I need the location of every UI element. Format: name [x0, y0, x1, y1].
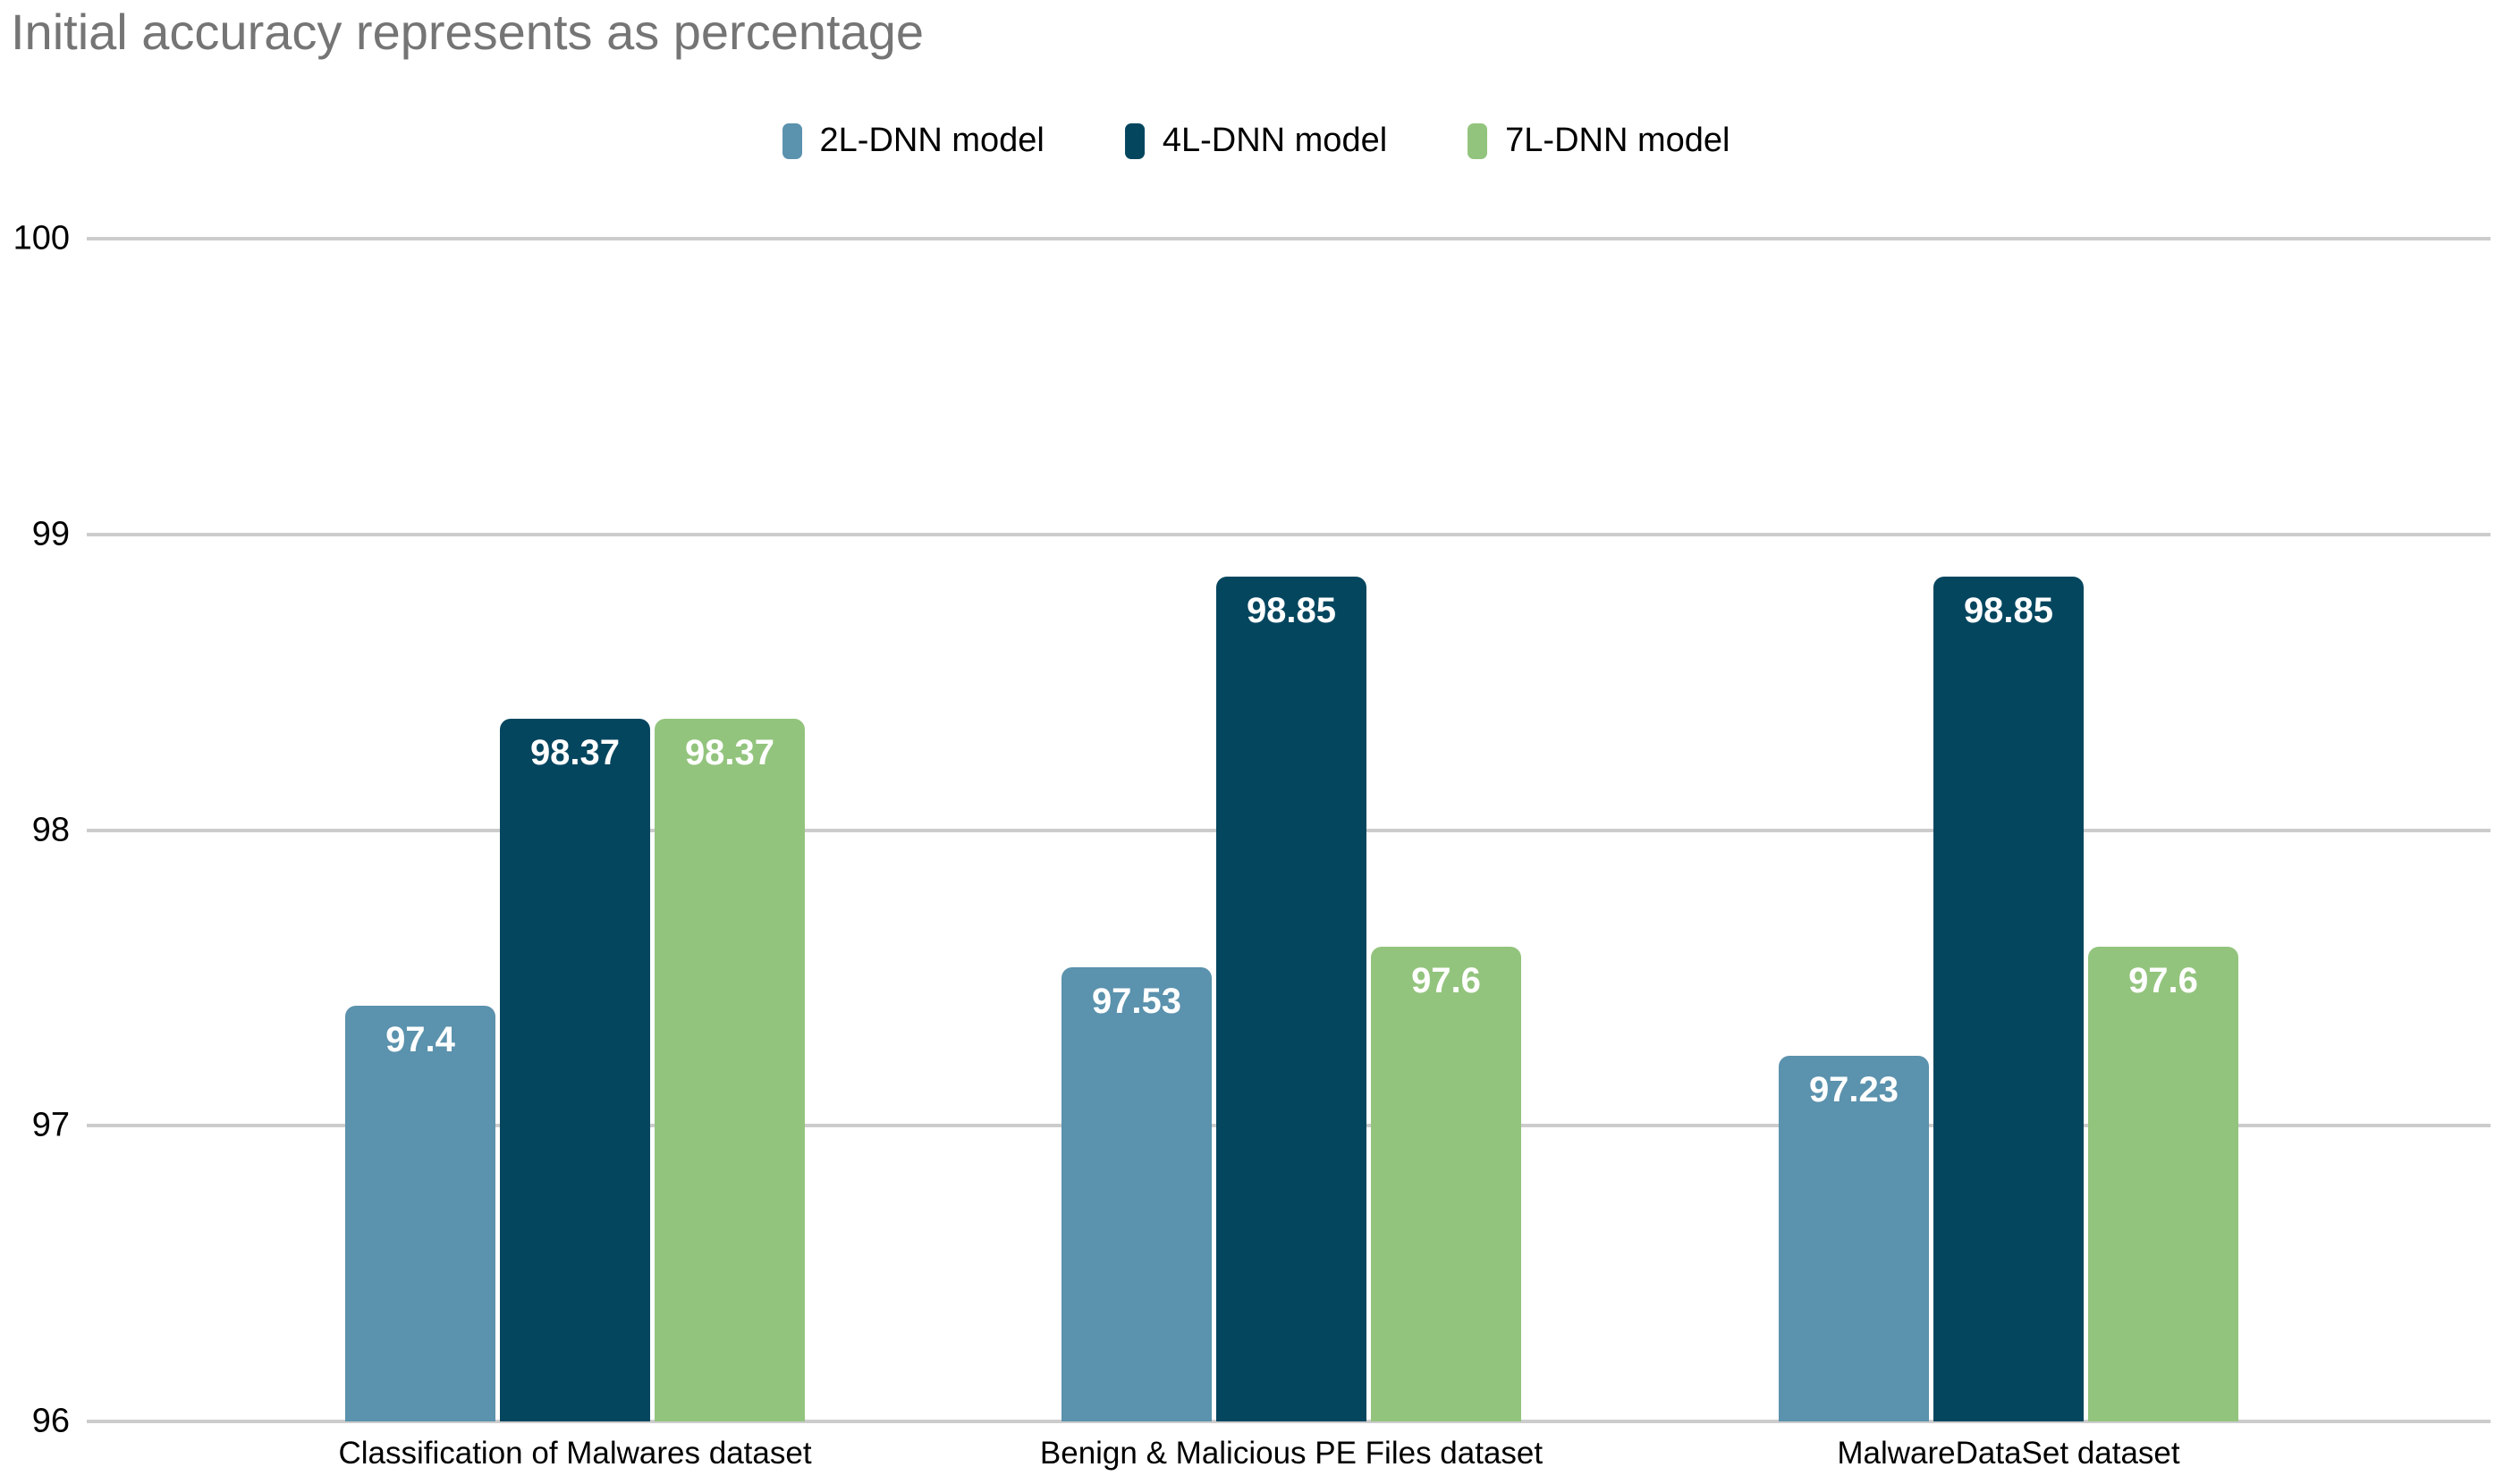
bar-group: 97.4 98.37 98.37 [345, 719, 805, 1421]
bar-value-label: 97.6 [2128, 960, 2198, 1000]
chart-legend: 2L-DNN model 4L-DNN model 7L-DNN model [782, 122, 1730, 160]
gridline-99 [87, 532, 2491, 536]
legend-label: 4L-DNN model [1162, 122, 1388, 159]
legend-swatch-icon [1467, 122, 1488, 159]
plot-area: 97.4 98.37 98.37 97.53 98.85 97.6 97.23 98.85 97… [87, 237, 2491, 1423]
legend-item-7l-dnn[interactable]: 7L-DNN model [1467, 122, 1730, 160]
legend-item-2l-dnn[interactable]: 2L-DNN model [782, 122, 1045, 160]
gridline-100 [87, 237, 2491, 240]
legend-label: 2L-DNN model [819, 122, 1045, 159]
bar-2l-dnn-1[interactable]: 97.4 [345, 1005, 495, 1421]
x-category-label: Classification of Malwares dataset [338, 1436, 812, 1471]
bar-value-label: 98.85 [1963, 591, 2054, 631]
bar-7l-dnn-2[interactable]: 97.6 [1371, 946, 1521, 1421]
legend-swatch-icon [782, 122, 802, 159]
legend-item-4l-dnn[interactable]: 4L-DNN model [1124, 122, 1388, 160]
bar-value-label: 97.53 [1091, 981, 1182, 1021]
x-category-label: Benign & Malicious PE Files dataset [1039, 1436, 1544, 1471]
y-axis-tick-label: 97 [31, 1106, 70, 1144]
y-axis-tick-label: 98 [31, 811, 70, 848]
y-axis-tick-label: 96 [31, 1402, 70, 1440]
bar-2l-dnn-2[interactable]: 97.53 [1061, 966, 1212, 1421]
bar-7l-dnn-3[interactable]: 97.6 [2088, 946, 2238, 1421]
bar-value-label: 97.6 [1411, 960, 1481, 1000]
y-axis-tick-label: 100 [13, 219, 70, 257]
x-category-label: MalwareDataSet dataset [1837, 1436, 2180, 1471]
chart-title: Initial accuracy represents as percentag… [11, 4, 924, 60]
legend-swatch-icon [1124, 122, 1145, 159]
bar-value-label: 98.37 [529, 733, 621, 773]
gridline-96 [87, 1420, 2491, 1423]
bar-value-label: 97.23 [1808, 1070, 1899, 1110]
bar-value-label: 98.37 [684, 733, 775, 773]
bar-value-label: 98.85 [1246, 591, 1337, 631]
bar-4l-dnn-3[interactable]: 98.85 [1933, 577, 2084, 1421]
bar-7l-dnn-1[interactable]: 98.37 [655, 719, 805, 1421]
bar-2l-dnn-3[interactable]: 97.23 [1779, 1056, 1929, 1421]
bar-group: 97.53 98.85 97.6 [1061, 577, 1521, 1421]
legend-label: 7L-DNN model [1505, 122, 1730, 159]
bar-4l-dnn-2[interactable]: 98.85 [1216, 577, 1366, 1421]
bar-group: 97.23 98.85 97.6 [1779, 577, 2238, 1421]
bar-value-label: 97.4 [385, 1019, 455, 1059]
y-axis-tick-label: 99 [31, 515, 70, 553]
bar-4l-dnn-1[interactable]: 98.37 [500, 719, 650, 1421]
